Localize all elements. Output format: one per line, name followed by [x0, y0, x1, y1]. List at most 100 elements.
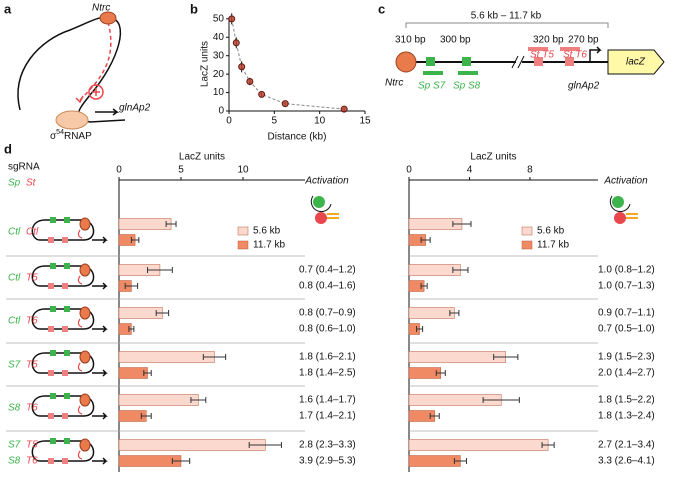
activation-value: 1.7 (1.4–2.1): [299, 411, 356, 422]
st-site: [48, 237, 54, 243]
st-site: [48, 370, 54, 376]
error-bar: [128, 326, 135, 332]
x-tick-label: 4: [467, 165, 473, 176]
activation-value: 2.8 (2.3–3.3): [299, 440, 356, 451]
error-bar: [420, 283, 428, 289]
ntrc-icon: [79, 217, 91, 231]
row-st-label: T5: [26, 440, 38, 451]
panel-label: b: [190, 1, 198, 16]
bar: [118, 439, 266, 451]
activation-value: 1.9 (1.5–2.3): [598, 352, 655, 363]
activation-value: 2.7 (2.1–3.4): [598, 440, 655, 451]
sp-site: [64, 438, 70, 444]
legend-swatch: [237, 240, 249, 250]
ntrc-icon: [79, 306, 91, 320]
bar: [118, 394, 199, 406]
x-tick-label: 0: [226, 116, 232, 127]
panel-label: a: [4, 1, 12, 16]
sp-site: [50, 306, 56, 312]
sp-site: [50, 217, 56, 223]
x-tick-label: 5: [272, 116, 278, 127]
ntrc-label: Ntrc: [385, 78, 403, 89]
st-site: [534, 57, 543, 66]
sp-label: Sp: [8, 178, 21, 189]
row-st-label: T6: [26, 316, 38, 327]
row-sp-label: S8: [8, 456, 21, 467]
row-sp-label: Ctl: [8, 273, 21, 284]
row-arrow: [92, 282, 108, 290]
point: [340, 105, 348, 113]
row-sp-label: S8: [8, 403, 21, 414]
point: [232, 39, 240, 47]
activation-value: 0.8 (0.7–0.9): [299, 308, 356, 319]
error-bar: [171, 458, 191, 464]
panel-label: c: [378, 1, 385, 16]
activation-value: 0.8 (0.6–1.0): [299, 324, 356, 335]
legend-swatch: [521, 240, 533, 250]
bar: [118, 351, 215, 363]
activation-value: 0.7 (0.4–1.2): [299, 265, 356, 276]
legend-swatch: [521, 226, 533, 236]
st-site: [62, 370, 68, 376]
row-sp-label: S7: [8, 360, 21, 371]
point: [246, 78, 254, 86]
x-tick-label: 5: [178, 165, 184, 176]
st-site: [48, 283, 54, 289]
activation-title: Activation: [304, 176, 349, 187]
sigma: σ: [50, 131, 57, 142]
row-sp-label: Ctl: [8, 316, 21, 327]
row-activation-arrow: [77, 450, 83, 460]
point: [238, 63, 246, 71]
ntrc-icon: [79, 393, 91, 407]
sp-site-label: Sp S8: [453, 81, 481, 92]
x-tick-label: 0: [406, 165, 412, 176]
activation-value: 2.0 (1.4–2.7): [598, 368, 655, 379]
activation-value: 0.8 (0.4–1.6): [299, 281, 356, 292]
y-tick-label: 10: [213, 87, 225, 98]
error-bar: [248, 442, 282, 448]
bar: [118, 218, 172, 230]
sp-site: [50, 263, 56, 269]
row-st-label: T5: [26, 273, 38, 284]
x-axis-label: Distance (kb): [268, 132, 327, 143]
error-bar: [190, 397, 207, 403]
activation-value: 1.8 (1.5–2.2): [598, 395, 655, 406]
sp-site: [50, 438, 56, 444]
row-activation-arrow: [77, 275, 83, 285]
axis: [228, 17, 365, 112]
y-tick-label: 50: [213, 13, 225, 24]
point: [228, 15, 236, 23]
error-bar: [452, 221, 472, 227]
st-site: [62, 458, 68, 464]
ntrc-icon: [395, 51, 417, 73]
st-site: [62, 283, 68, 289]
row-sp-label: Ctl: [8, 227, 21, 238]
promoter-label: glnAp2: [568, 81, 600, 92]
activation-value: 1.8 (1.6–2.1): [299, 352, 356, 363]
st-guide: [560, 47, 580, 51]
error-bar: [416, 326, 424, 332]
spacing-label: 310 bp: [395, 35, 426, 46]
sp-site: [50, 393, 56, 399]
bar: [118, 455, 182, 467]
y-tick-label: 0: [218, 106, 224, 117]
x-tick-label: 10: [314, 116, 326, 127]
activation-value: 3.9 (2.9–5.3): [299, 456, 356, 467]
diagram-a: [17, 16, 126, 123]
x-tick-label: 10: [237, 165, 249, 176]
activation-icon-st: [315, 212, 327, 224]
point: [258, 90, 266, 98]
row-sp-label: S7: [8, 440, 21, 451]
sigma-sup: 54: [56, 129, 64, 136]
st-site: [62, 326, 68, 332]
sp-site: [426, 57, 435, 66]
row-st-label: T5: [26, 360, 38, 371]
sp-site: [462, 57, 471, 66]
gene-label: lacZ: [626, 57, 646, 68]
spacing-label: 300 bp: [440, 35, 471, 46]
st-site: [48, 326, 54, 332]
ntrc-icon: [79, 438, 91, 452]
error-bar: [429, 413, 440, 419]
legend-swatch: [237, 226, 249, 236]
activation-icon: [609, 195, 631, 213]
